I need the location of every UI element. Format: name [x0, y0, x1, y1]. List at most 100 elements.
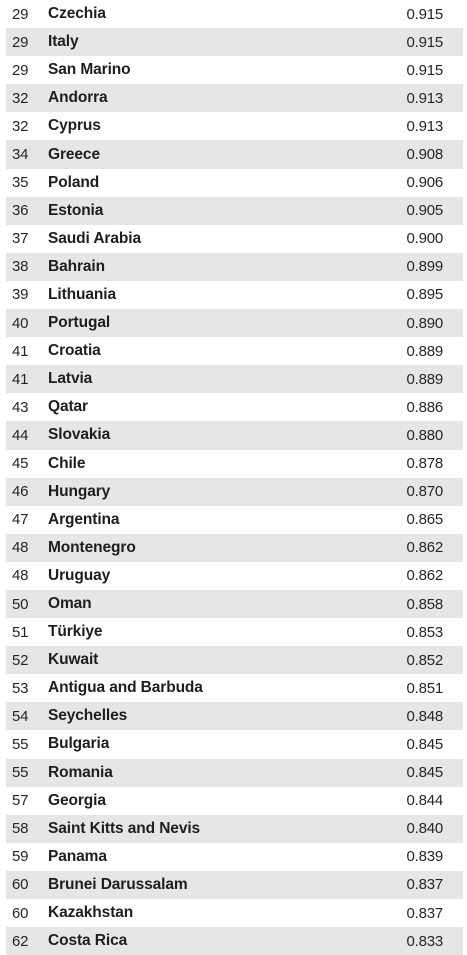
table-row: 59 Panama 0.839 [6, 843, 463, 871]
table-row: 32 Cyprus 0.913 [6, 112, 463, 140]
value-cell: 0.880 [406, 426, 443, 444]
rank-cell: 40 [12, 314, 29, 332]
rank-cell: 59 [12, 848, 29, 866]
rank-cell: 51 [12, 623, 29, 641]
rank-cell: 29 [12, 61, 29, 79]
value-cell: 0.853 [406, 623, 443, 641]
country-cell: Portugal [48, 314, 111, 332]
table-row: 29 Czechia 0.915 [6, 0, 463, 28]
value-cell: 0.845 [406, 764, 443, 782]
rank-cell: 41 [12, 370, 29, 388]
country-cell: Qatar [48, 398, 88, 416]
table-row: 62 Costa Rica 0.833 [6, 927, 463, 955]
table-row: 51 Türkiye 0.853 [6, 618, 463, 646]
table-row: 60 Brunei Darussalam 0.837 [6, 870, 463, 899]
country-cell: Poland [48, 173, 100, 191]
rank-cell: 62 [12, 932, 29, 950]
value-cell: 0.862 [406, 539, 443, 557]
table-row: 55 Bulgaria 0.845 [6, 730, 463, 758]
table-row: 35 Poland 0.906 [6, 169, 463, 197]
value-cell: 0.913 [406, 117, 443, 135]
table-row: 40 Portugal 0.890 [6, 309, 463, 338]
value-cell: 0.878 [406, 455, 443, 473]
table-row: 47 Argentina 0.865 [6, 506, 463, 534]
table-row: 41 Latvia 0.889 [6, 365, 463, 394]
rank-cell: 37 [12, 230, 29, 248]
rank-cell: 46 [12, 483, 29, 501]
value-cell: 0.895 [406, 286, 443, 304]
country-cell: Georgia [48, 791, 106, 809]
value-cell: 0.905 [406, 202, 443, 220]
value-cell: 0.837 [406, 876, 443, 894]
value-cell: 0.915 [406, 5, 443, 23]
country-cell: Slovakia [48, 426, 111, 444]
rank-cell: 29 [12, 5, 29, 23]
country-cell: Argentina [48, 510, 120, 528]
country-cell: Cyprus [48, 117, 101, 135]
country-cell: Lithuania [48, 285, 116, 303]
country-cell: Türkiye [48, 623, 103, 641]
rank-cell: 45 [12, 455, 29, 473]
country-cell: Oman [48, 595, 92, 613]
country-cell: Italy [48, 33, 79, 51]
table-row: 29 San Marino 0.915 [6, 56, 463, 84]
country-cell: Uruguay [48, 566, 111, 584]
country-cell: Costa Rica [48, 932, 128, 950]
rank-cell: 53 [12, 679, 29, 697]
rank-cell: 39 [12, 286, 29, 304]
country-cell: Seychelles [48, 707, 128, 725]
country-cell: Saudi Arabia [48, 229, 141, 247]
country-cell: Croatia [48, 342, 101, 360]
country-cell: Romania [48, 763, 113, 781]
rank-cell: 43 [12, 398, 29, 416]
country-cell: Kazakhstan [48, 904, 134, 922]
table-row: 43 Qatar 0.886 [6, 393, 463, 421]
country-cell: Andorra [48, 89, 108, 107]
country-cell: Kuwait [48, 651, 99, 669]
table-row: 37 Saudi Arabia 0.900 [6, 225, 463, 253]
rank-cell: 57 [12, 792, 29, 810]
country-cell: Czechia [48, 5, 106, 23]
country-cell: Panama [48, 847, 107, 865]
country-cell: Chile [48, 454, 86, 472]
value-cell: 0.845 [406, 735, 443, 753]
rank-cell: 32 [12, 89, 29, 107]
rank-cell: 52 [12, 651, 29, 669]
country-cell: Bulgaria [48, 735, 110, 753]
rank-cell: 55 [12, 735, 29, 753]
country-cell: San Marino [48, 61, 131, 79]
rank-cell: 58 [12, 820, 29, 838]
rank-cell: 48 [12, 539, 29, 557]
rank-cell: 35 [12, 174, 29, 192]
value-cell: 0.851 [406, 679, 443, 697]
table-row: 38 Bahrain 0.899 [6, 252, 463, 281]
value-cell: 0.870 [406, 483, 443, 501]
country-cell: Bahrain [48, 257, 106, 275]
value-cell: 0.906 [406, 174, 443, 192]
rank-cell: 44 [12, 426, 29, 444]
table-row: 58 Saint Kitts and Nevis 0.840 [6, 814, 463, 843]
value-cell: 0.839 [406, 848, 443, 866]
value-cell: 0.848 [406, 707, 443, 725]
country-cell: Brunei Darussalam [48, 875, 188, 893]
country-cell: Antigua and Barbuda [48, 679, 203, 697]
rank-cell: 29 [12, 33, 29, 51]
rank-cell: 60 [12, 904, 29, 922]
value-cell: 0.900 [406, 230, 443, 248]
value-cell: 0.890 [406, 314, 443, 332]
value-cell: 0.852 [406, 651, 443, 669]
value-cell: 0.833 [406, 932, 443, 950]
rank-cell: 34 [12, 146, 29, 164]
rank-cell: 32 [12, 117, 29, 135]
value-cell: 0.844 [406, 792, 443, 810]
table-row: 54 Seychelles 0.848 [6, 702, 463, 731]
rank-cell: 47 [12, 511, 29, 529]
country-cell: Latvia [48, 370, 93, 388]
value-cell: 0.913 [406, 89, 443, 107]
table-row: 46 Hungary 0.870 [6, 477, 463, 506]
table-row: 29 Italy 0.915 [6, 28, 463, 57]
table-row: 50 Oman 0.858 [6, 589, 463, 619]
value-cell: 0.858 [406, 595, 443, 613]
table-row: 52 Kuwait 0.852 [6, 646, 463, 675]
